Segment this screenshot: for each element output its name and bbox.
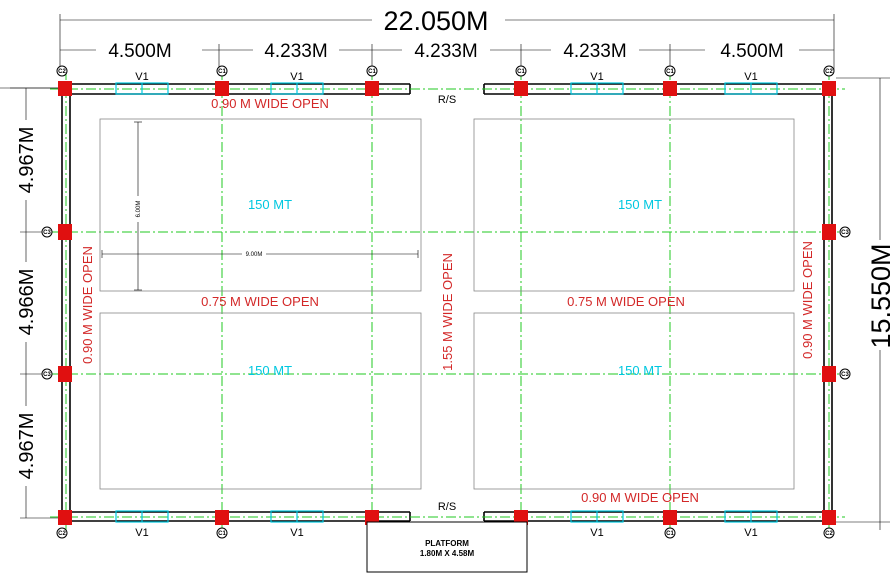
column-tag-right-1: C3 bbox=[841, 230, 849, 236]
column-c1-bottom-4 bbox=[663, 510, 677, 525]
stack-dimensions: 6.00M 9.00M bbox=[101, 121, 419, 291]
column-c1-bottom-1 bbox=[215, 510, 229, 525]
column-c3-left-2 bbox=[58, 366, 72, 382]
window-label-bottom-4: V1 bbox=[744, 527, 757, 539]
stack-bottom-right bbox=[473, 312, 795, 490]
window-label-top-3: V1 bbox=[590, 71, 603, 83]
window-bottom-4 bbox=[724, 510, 778, 523]
column-tag-bottom-5: C1 bbox=[666, 531, 674, 537]
storage-stacks bbox=[99, 118, 795, 490]
bay-width-4: 4.233M bbox=[563, 41, 626, 62]
open-right-label: 0.90 M WIDE OPEN bbox=[800, 241, 815, 359]
column-c2-bottom-left bbox=[58, 510, 72, 525]
window-label-bottom-3: V1 bbox=[590, 527, 603, 539]
column-tag-bottom-6: C2 bbox=[825, 531, 833, 537]
bay-width-5: 4.500M bbox=[720, 41, 783, 62]
column-c3-left-1 bbox=[58, 224, 72, 240]
column-c2-bottom-right bbox=[822, 510, 836, 525]
rs-bottom-label: R/S bbox=[438, 501, 456, 513]
window-bottom-1 bbox=[115, 510, 169, 523]
capacity-bottom-left: 150 MT bbox=[248, 363, 292, 378]
column-tag-right-2: C3 bbox=[841, 372, 849, 378]
column-tag-top-6: C2 bbox=[825, 69, 833, 75]
column-tag-bottom-1: C2 bbox=[58, 531, 66, 537]
column-tag-left-1: C3 bbox=[43, 230, 51, 236]
column-tag-top-2: C1 bbox=[218, 69, 226, 75]
stack-bottom-left bbox=[99, 312, 422, 490]
windows bbox=[115, 82, 778, 523]
window-label-top-4: V1 bbox=[744, 71, 757, 83]
open-mid-right-label: 0.75 M WIDE OPEN bbox=[567, 294, 685, 309]
column-c1-bottom-2 bbox=[365, 510, 379, 525]
bay-width-1: 4.500M bbox=[108, 41, 171, 62]
overall-height-label: 15.550M bbox=[866, 243, 890, 348]
open-center-label: 1.55 M WIDE OPEN bbox=[440, 253, 455, 371]
columns bbox=[58, 81, 836, 525]
stack-width-label: 9.00M bbox=[246, 252, 263, 258]
platform-size: 1.80M X 4.58M bbox=[420, 549, 475, 558]
capacity-top-left: 150 MT bbox=[248, 197, 292, 212]
column-c1-top-1 bbox=[215, 81, 229, 96]
column-c3-right-2 bbox=[822, 366, 836, 382]
column-tag-left-2: C3 bbox=[43, 372, 51, 378]
bay-height-2: 4.966M bbox=[16, 269, 38, 336]
window-label-bottom-1: V1 bbox=[135, 527, 148, 539]
bay-height-dimensions: 4.967M 4.966M 4.967M bbox=[10, 87, 60, 519]
open-top-label: 0.90 M WIDE OPEN bbox=[211, 96, 329, 111]
overall-width-dimension: 22.050M bbox=[59, 6, 835, 70]
window-bottom-3 bbox=[570, 510, 624, 523]
open-mid-left-label: 0.75 M WIDE OPEN bbox=[201, 294, 319, 309]
window-top-4 bbox=[724, 82, 778, 95]
window-bottom-2 bbox=[270, 510, 324, 523]
bay-height-1: 4.967M bbox=[16, 127, 38, 194]
window-label-bottom-2: V1 bbox=[290, 527, 303, 539]
column-tag-top-1: C2 bbox=[58, 69, 66, 75]
column-tag-top-3: C1 bbox=[368, 69, 376, 75]
building-walls bbox=[0, 83, 833, 522]
stack-top-left bbox=[99, 118, 422, 292]
column-c2-top-left bbox=[58, 81, 72, 96]
column-tag-top-4: C1 bbox=[517, 69, 525, 75]
column-c2-top-right bbox=[822, 81, 836, 96]
grid-lines bbox=[50, 70, 845, 530]
column-tags bbox=[41, 65, 851, 539]
overall-height-dimension: 15.550M bbox=[836, 77, 890, 530]
window-label-top-1: V1 bbox=[135, 71, 148, 83]
window-top-2 bbox=[270, 82, 324, 95]
column-c1-top-3 bbox=[514, 81, 528, 96]
platform: PLATFORM 1.80M X 4.58M bbox=[366, 521, 528, 573]
column-tag-top-5: C1 bbox=[666, 69, 674, 75]
overall-width-label: 22.050M bbox=[383, 6, 488, 36]
bay-height-3: 4.967M bbox=[16, 413, 38, 480]
bay-width-dimensions: 4.500M 4.233M 4.233M 4.233M 4.500M bbox=[60, 39, 834, 70]
bay-width-3: 4.233M bbox=[414, 41, 477, 62]
stack-height-label: 6.00M bbox=[136, 201, 142, 218]
column-c3-right-1 bbox=[822, 224, 836, 240]
capacity-top-right: 150 MT bbox=[618, 197, 662, 212]
platform-title: PLATFORM bbox=[425, 539, 469, 548]
window-top-3 bbox=[570, 82, 624, 95]
capacity-bottom-right: 150 MT bbox=[618, 363, 662, 378]
column-c1-bottom-3 bbox=[514, 510, 528, 525]
column-tag-bottom-2: C1 bbox=[218, 531, 226, 537]
column-c1-top-2 bbox=[365, 81, 379, 96]
open-bottom-label: 0.90 M WIDE OPEN bbox=[581, 490, 699, 505]
window-label-top-2: V1 bbox=[290, 71, 303, 83]
column-c1-top-4 bbox=[663, 81, 677, 96]
stack-top-right bbox=[473, 118, 795, 292]
rs-top-label: R/S bbox=[438, 94, 456, 106]
bay-width-2: 4.233M bbox=[264, 41, 327, 62]
open-left-label: 0.90 M WIDE OPEN bbox=[80, 246, 95, 364]
window-top-1 bbox=[115, 82, 169, 95]
